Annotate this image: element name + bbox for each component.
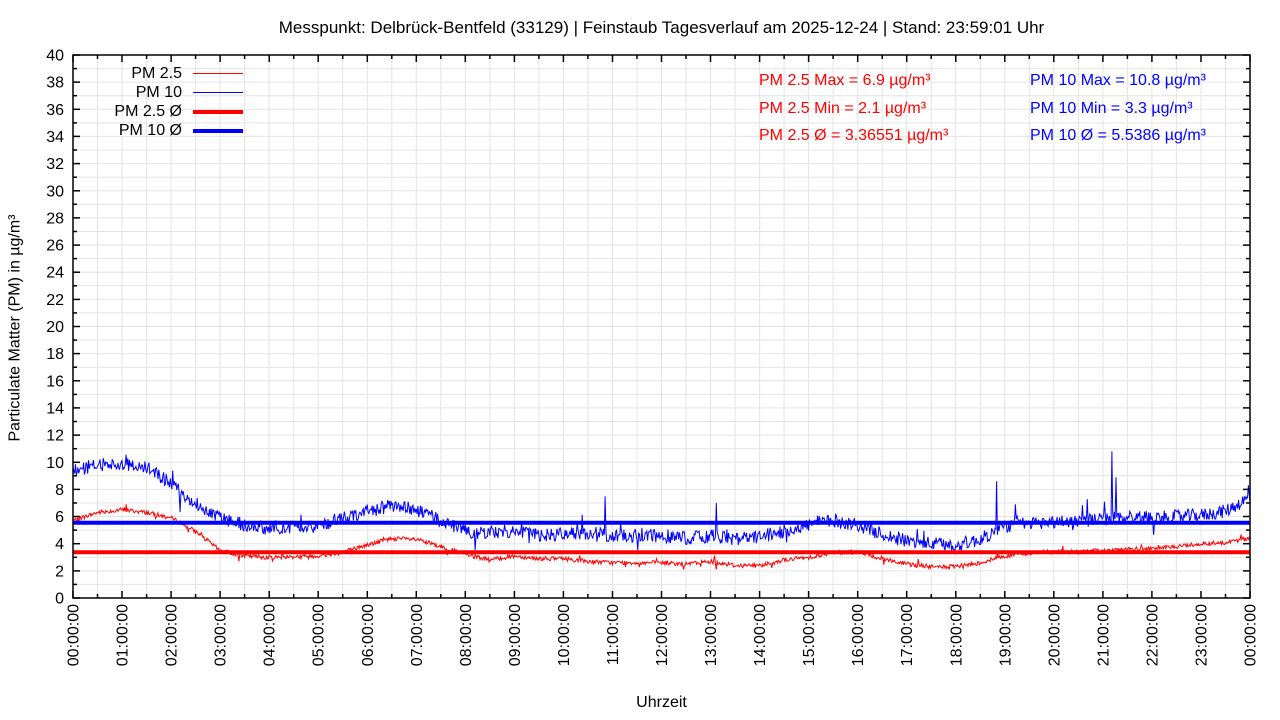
svg-text:00:00:00: 00:00:00 [66,604,83,666]
svg-text:8: 8 [55,482,64,499]
svg-text:07:00:00: 07:00:00 [409,604,426,666]
svg-text:14:00:00: 14:00:00 [752,604,769,666]
svg-text:10:00:00: 10:00:00 [556,604,573,666]
legend-row-pm25-avg: PM 2.5 Ø [52,102,243,121]
stat-pm25-max: PM 2.5 Max = 6.9 µg/m³ [759,72,931,89]
legend-label-pm10-avg: PM 10 Ø [118,121,182,139]
legend-row-pm10-avg: PM 10 Ø [52,121,243,140]
svg-text:22: 22 [46,292,64,309]
svg-text:38: 38 [46,75,64,92]
legend-row-pm10: PM 10 [52,83,243,102]
legend-line-sample-pm25-avg [193,109,243,114]
legend-row-pm25: PM 2.5 [52,64,243,83]
svg-text:16: 16 [46,373,64,390]
svg-text:0: 0 [55,591,64,608]
svg-text:16:00:00: 16:00:00 [850,604,867,666]
legend-line-sample-pm25 [193,72,243,75]
svg-text:08:00:00: 08:00:00 [458,604,475,666]
svg-text:36: 36 [46,102,64,119]
svg-text:2: 2 [55,563,64,580]
svg-text:12: 12 [46,428,64,445]
legend-label-pm25: PM 2.5 [131,64,182,82]
svg-text:34: 34 [46,129,64,146]
stat-pm10-min: PM 10 Min = 3.3 µg/m³ [1030,99,1193,117]
stat-pm25-min: PM 2.5 Min = 2.1 µg/m³ [759,99,927,117]
y-axis-title: Particulate Matter (PM) in µg/m³ [6,214,24,442]
x-axis-title: Uhrzeit [636,694,687,711]
svg-text:06:00:00: 06:00:00 [360,604,377,666]
svg-text:02:00:00: 02:00:00 [164,604,181,666]
svg-text:21:00:00: 21:00:00 [1095,604,1112,666]
svg-text:26: 26 [46,238,64,255]
svg-text:23:00:00: 23:00:00 [1194,604,1211,666]
svg-text:00:00:00: 00:00:00 [1243,604,1260,666]
svg-text:05:00:00: 05:00:00 [311,604,328,666]
svg-text:01:00:00: 01:00:00 [115,604,132,666]
svg-text:24: 24 [46,265,64,282]
svg-text:40: 40 [46,48,64,65]
svg-text:30: 30 [46,183,64,200]
svg-text:22:00:00: 22:00:00 [1144,604,1161,666]
legend-label-pm25-avg: PM 2.5 Ø [114,102,182,120]
svg-text:28: 28 [46,210,64,227]
legend-line-sample-pm10-avg [193,128,243,133]
svg-text:6: 6 [55,509,64,526]
svg-text:14: 14 [46,400,64,417]
svg-text:10: 10 [46,455,64,472]
svg-text:17:00:00: 17:00:00 [899,604,916,666]
svg-text:4: 4 [55,536,64,553]
svg-text:15:00:00: 15:00:00 [801,604,818,666]
stat-pm25-avg: PM 2.5 Ø = 3.36551 µg/m³ [759,127,949,144]
svg-text:20:00:00: 20:00:00 [1046,604,1063,666]
svg-text:18:00:00: 18:00:00 [948,604,965,666]
legend-line-sample-pm10 [193,91,243,94]
svg-text:11:00:00: 11:00:00 [605,604,622,665]
svg-text:19:00:00: 19:00:00 [997,604,1014,666]
svg-text:09:00:00: 09:00:00 [507,604,524,666]
svg-text:20: 20 [46,319,64,336]
svg-text:13:00:00: 13:00:00 [703,604,720,666]
svg-text:12:00:00: 12:00:00 [654,604,671,666]
svg-text:18: 18 [46,346,64,363]
chart-legend: PM 2.5 PM 10 PM 2.5 Ø PM 10 Ø [52,64,243,140]
chart-title: Messpunkt: Delbrück-Bentfeld (33129) | F… [278,18,1045,37]
stats-block-pm25: PM 2.5 Max = 6.9 µg/m³ PM 2.5 Min = 2.1 … [759,67,948,150]
stat-pm10-max: PM 10 Max = 10.8 µg/m³ [1030,72,1206,89]
svg-text:32: 32 [46,156,64,173]
stat-pm10-avg: PM 10 Ø = 5.5386 µg/m³ [1030,127,1206,144]
svg-text:04:00:00: 04:00:00 [262,604,279,666]
svg-text:03:00:00: 03:00:00 [213,604,230,666]
legend-label-pm10: PM 10 [135,83,182,101]
stats-block-pm10: PM 10 Max = 10.8 µg/m³ PM 10 Min = 3.3 µ… [1030,67,1206,150]
